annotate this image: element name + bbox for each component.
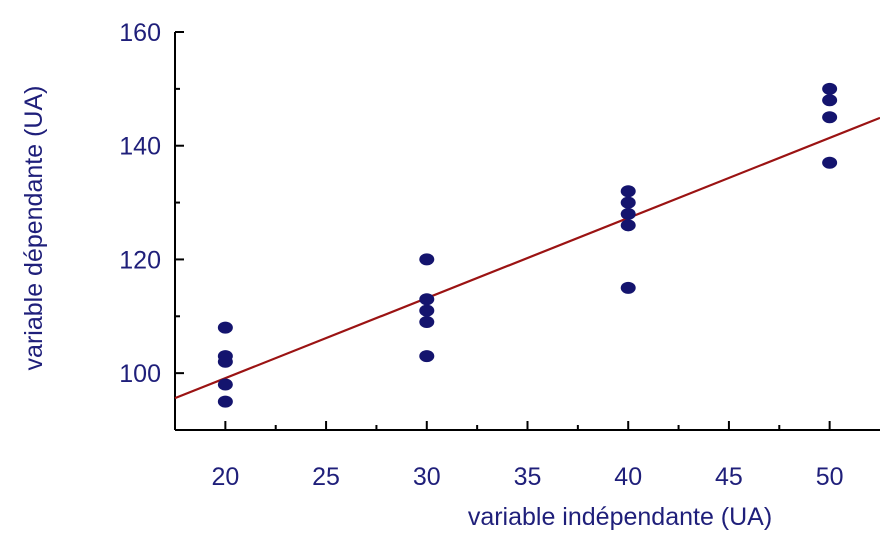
data-point: [217, 378, 233, 391]
y-tick-label: 160: [119, 19, 161, 47]
data-point: [620, 207, 636, 220]
data-point: [620, 196, 636, 209]
data-point: [217, 395, 233, 408]
tick-labels: 100 120 140 160 20 25 30 35 40 45 50: [119, 19, 843, 491]
data-point: [419, 293, 435, 306]
data-point: [419, 350, 435, 363]
x-tick-label: 45: [715, 463, 743, 491]
y-tick-label: 100: [119, 360, 161, 388]
data-point: [620, 281, 636, 294]
y-tick-label: 140: [119, 133, 161, 161]
data-point: [620, 219, 636, 232]
chart-marks: [174, 82, 880, 408]
x-tick-label: 35: [514, 463, 542, 491]
data-point: [822, 94, 838, 107]
x-tick-label: 50: [816, 463, 844, 491]
data-point: [822, 111, 838, 124]
data-point: [822, 156, 838, 169]
axes: [174, 31, 880, 431]
x-tick-label: 30: [413, 463, 441, 491]
data-point: [419, 253, 435, 266]
data-point: [217, 321, 233, 334]
data-point: [419, 315, 435, 328]
regression-line: [174, 116, 880, 400]
data-point: [620, 185, 636, 198]
data-point: [217, 355, 233, 368]
x-tick-label: 25: [312, 463, 340, 491]
x-axis-title: variable indépendante (UA): [468, 503, 772, 531]
x-tick-label: 40: [614, 463, 642, 491]
y-axis-title: variable dépendante (UA): [20, 86, 48, 371]
data-point: [419, 304, 435, 317]
data-point: [822, 82, 838, 95]
y-tick-label: 120: [119, 246, 161, 274]
x-tick-label: 20: [211, 463, 239, 491]
